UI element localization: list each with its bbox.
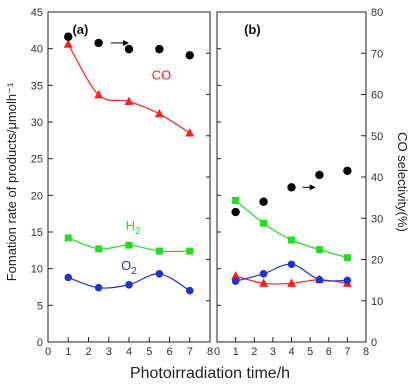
point-o2: [185, 286, 194, 295]
point-selectivity: [155, 44, 164, 54]
x-tick-label: 2: [85, 346, 91, 358]
x-tick-label: 3: [270, 346, 276, 358]
arrow-head: [123, 39, 129, 46]
y-tick-left-label: 10: [31, 264, 43, 276]
y-tick-left-label: 0: [37, 337, 43, 349]
x-tick-label: 0: [214, 346, 220, 358]
y-tick-left-label: 15: [31, 227, 43, 239]
y-axis-left-label: Fomation rate of products/μmolh⁻¹: [4, 82, 19, 281]
y-tick-right-label: 20: [371, 255, 383, 267]
y-tick-left-label: 5: [37, 300, 43, 312]
y-axis-right-label: CO selectivity(%): [395, 132, 410, 232]
panel-label: (a): [72, 22, 88, 37]
point-selectivity: [64, 32, 73, 41]
y-tick-left-label: 40: [31, 44, 43, 56]
x-tick-label: 1: [65, 346, 71, 358]
point-co: [185, 128, 195, 137]
x-tick-label: 8: [207, 346, 213, 358]
point-selectivity: [185, 51, 194, 60]
annotation-subscript: 2: [131, 266, 137, 277]
series-line-co: [67, 43, 191, 134]
panel-label: (b): [244, 22, 261, 37]
arrow-head: [309, 184, 316, 191]
x-tick-label: 4: [126, 346, 132, 358]
x-tick-label: 5: [307, 346, 313, 358]
point-h2: [315, 246, 323, 254]
point-o2: [125, 281, 133, 289]
point-selectivity: [231, 207, 240, 217]
y-tick-right-label: 30: [371, 213, 383, 225]
x-axis-label: Photoirradiation time/h: [130, 365, 290, 382]
x-tick-label: 8: [363, 346, 369, 358]
x-tick-label: 2: [251, 346, 257, 358]
panel-frame: [216, 11, 367, 343]
point-h2: [232, 196, 240, 204]
point-selectivity: [124, 44, 134, 54]
point-selectivity: [315, 170, 324, 180]
point-co: [259, 278, 269, 287]
point-o2: [259, 270, 268, 278]
point-selectivity: [287, 183, 296, 192]
y-tick-left-label: 45: [31, 7, 43, 19]
point-co: [63, 39, 73, 48]
x-tick-label: 7: [187, 346, 193, 358]
y-tick-left-label: 35: [31, 80, 43, 92]
y-tick-left-label: 20: [31, 190, 43, 202]
point-h2: [186, 247, 194, 255]
point-o2: [231, 277, 240, 285]
point-co: [154, 108, 164, 118]
x-tick-label: 3: [106, 346, 112, 358]
point-h2: [95, 245, 103, 253]
series-annotation: H2: [126, 218, 141, 237]
point-o2: [287, 260, 296, 269]
x-tick-label: 4: [288, 346, 294, 358]
panel-frame: [47, 11, 211, 343]
point-co: [124, 96, 134, 105]
point-h2: [125, 241, 133, 249]
point-o2: [343, 276, 352, 285]
point-co: [231, 271, 241, 280]
point-o2: [94, 283, 103, 292]
y-tick-left-label: 30: [31, 117, 43, 129]
point-h2: [64, 234, 72, 242]
point-selectivity: [343, 166, 352, 176]
point-h2: [260, 219, 268, 227]
point-co: [94, 89, 104, 99]
point-o2: [155, 270, 164, 278]
x-tick-label: 0: [45, 346, 51, 358]
y-tick-right-label: 80: [371, 7, 383, 19]
series-annotation: O2: [121, 258, 137, 277]
point-h2: [343, 254, 351, 262]
x-tick-label: 5: [146, 346, 152, 358]
series-line-h2: [235, 200, 348, 259]
annotation-subscript: 2: [135, 226, 141, 237]
x-tick-label: 1: [233, 346, 239, 358]
y-tick-right-label: 50: [371, 131, 383, 143]
point-selectivity: [94, 38, 103, 48]
point-o2: [315, 275, 324, 284]
y-tick-left-label: 25: [31, 154, 43, 166]
y-tick-right-label: 70: [371, 48, 383, 60]
y-tick-right-label: 40: [371, 172, 383, 184]
x-tick-label: 6: [326, 346, 332, 358]
x-tick-label: 6: [166, 346, 172, 358]
point-co: [287, 278, 296, 287]
y-tick-right-label: 60: [371, 90, 383, 102]
point-h2: [155, 247, 163, 255]
x-tick-label: 7: [344, 346, 350, 358]
y-tick-right-label: 0: [371, 337, 377, 349]
point-selectivity: [259, 197, 268, 206]
point-h2: [288, 236, 295, 244]
series-annotation: CO: [152, 67, 172, 82]
y-tick-right-label: 10: [371, 296, 383, 308]
point-o2: [64, 273, 73, 282]
